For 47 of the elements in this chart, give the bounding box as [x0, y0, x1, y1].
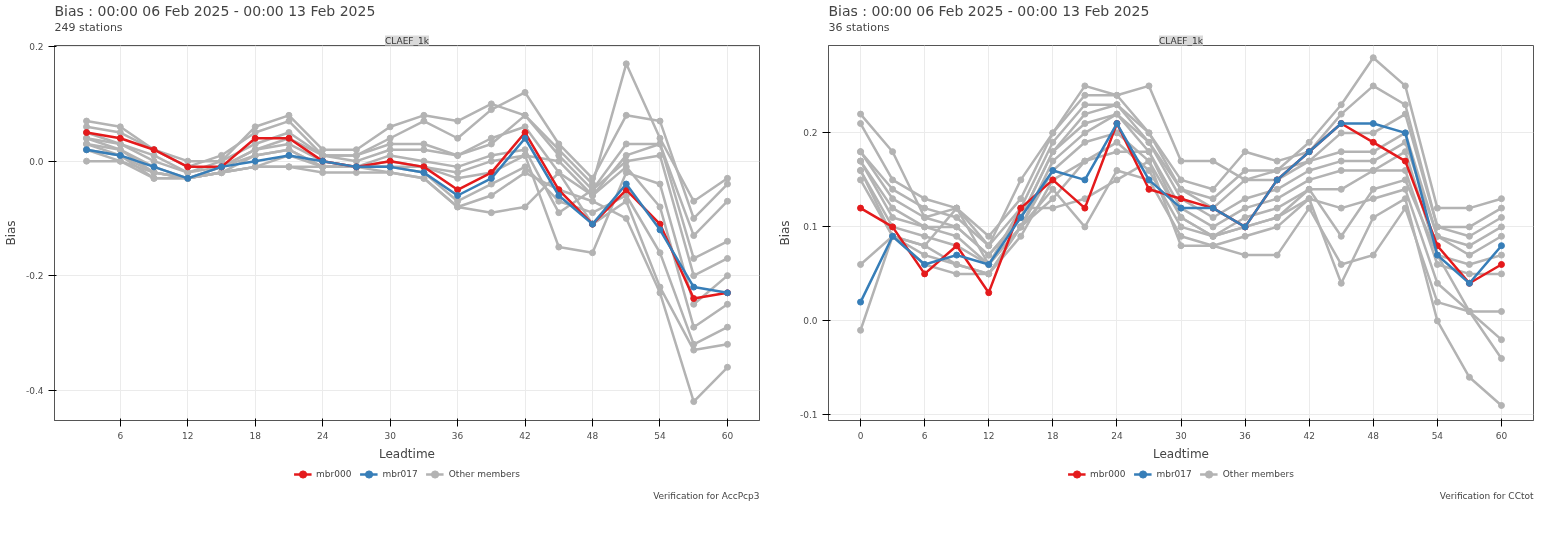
x-tick-label: 42 [519, 430, 531, 441]
text: Verification for AccPcp3 [653, 490, 760, 501]
y-tick-label: -0.1 [799, 410, 818, 421]
legend-label: mbr000 [1090, 469, 1126, 479]
x-tick-label: 30 [384, 430, 397, 441]
x-tick-label: 18 [249, 430, 262, 441]
chart-subtitle: 249 stations [54, 20, 123, 34]
y-tick-label: 0.1 [803, 222, 818, 233]
chart-title: Bias : 00:00 06 Feb 2025 - 00:00 13 Feb 2025 [828, 2, 1150, 19]
x-axis-title: Leadtime [1153, 446, 1209, 461]
legend-label: mbr017 [1156, 469, 1192, 479]
y-tick-label: 0.0 [29, 156, 44, 167]
x-tick-label: 18 [1047, 430, 1059, 441]
x-axis-title: Leadtime [379, 446, 435, 461]
x-tick-label: 6 [117, 430, 124, 441]
y-tick-label: 0.2 [803, 128, 818, 139]
x-tick-label: 12 [182, 430, 194, 441]
x-tick-label: 36 [451, 430, 464, 441]
y-tick-label: -0.4 [25, 385, 44, 396]
x-tick-label: 36 [1239, 430, 1252, 441]
y-axis-title: Bias [777, 220, 792, 246]
chart-subtitle: 36 stations [828, 20, 890, 34]
annotation: CLAEF_1k [385, 35, 430, 46]
x-tick-label: 54 [1431, 430, 1444, 441]
x-tick-label: 12 [983, 430, 995, 441]
x-tick-label: 24 [316, 430, 329, 441]
x-tick-label: 48 [1367, 430, 1380, 441]
x-tick-label: 42 [1303, 430, 1315, 441]
annotation: CLAEF_1k [1159, 35, 1204, 46]
legend-label: mbr017 [382, 469, 418, 479]
y-axis-title: Bias [3, 220, 18, 246]
x-tick-label: 30 [1175, 430, 1187, 441]
x-tick-label: 54 [654, 430, 666, 441]
legend-label: Other members [1222, 469, 1294, 479]
x-tick-label: 24 [1111, 430, 1123, 441]
x-tick-label: 6 [921, 430, 928, 441]
x-tick-label: 48 [586, 430, 599, 441]
x-tick-label: 60 [1495, 430, 1508, 441]
y-tick-label: -0.2 [25, 271, 44, 282]
x-tick-label: 0 [857, 430, 864, 441]
x-tick-label: 60 [721, 430, 734, 441]
y-tick-label: 0.0 [803, 316, 818, 327]
y-tick-label: 0.2 [29, 42, 44, 53]
text: Verification for CCtot [1439, 490, 1534, 501]
chart-title: Bias : 00:00 06 Feb 2025 - 00:00 13 Feb 2025 [54, 2, 376, 19]
legend-label: Other members [448, 469, 520, 479]
legend-label: mbr000 [316, 469, 352, 479]
